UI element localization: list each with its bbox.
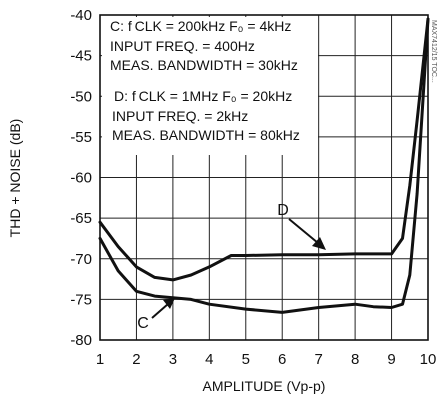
series-group (98, 17, 430, 314)
pointer-arrowhead-d (312, 237, 326, 250)
x-tick-label: 6 (278, 351, 286, 368)
pointer-arrowhead-c (163, 298, 175, 309)
watermark-text: MAX7412/15 TOC... (430, 20, 437, 83)
x-tick-labels: 1 2 3 4 5 6 7 8 9 10 (96, 351, 437, 368)
annotation-line: INPUT FREQ. = 2kHz (112, 108, 248, 124)
x-tick-label: 3 (169, 351, 177, 368)
x-tick-label: 7 (314, 351, 322, 368)
annotation-line: MEAS. BANDWIDTH = 30kHz (110, 57, 298, 73)
x-tick-label: 9 (387, 351, 395, 368)
plot-frame (99, 14, 429, 341)
pointer-line-d (288, 218, 319, 244)
annotation-line: D: f CLK = 1MHz F₀ = 20kHz (114, 88, 292, 104)
y-tick-label: -45 (70, 48, 92, 65)
plot-border (99, 14, 429, 341)
x-tick-label: 4 (205, 351, 213, 368)
x-tick-label: 2 (132, 351, 140, 368)
y-tick-label: -55 (70, 129, 92, 146)
y-tick-labels: -80 -75 -70 -65 -60 -55 -50 -45 -40 (70, 7, 92, 349)
y-tick-label: -60 (70, 170, 92, 187)
annotation-background (102, 17, 318, 155)
pointer-line-c (151, 303, 169, 319)
curve-label-c: C (137, 315, 149, 332)
y-axis-label: THD + NOISE (dB) (7, 119, 23, 238)
x-tick-label: 8 (351, 351, 359, 368)
x-tick-label: 1 (96, 351, 104, 368)
annotation-block: C: f CLK = 200kHz F₀ = 4kHz INPUT FREQ. =… (110, 18, 300, 143)
y-tick-label: -70 (70, 251, 92, 268)
x-tick-label: 5 (242, 351, 250, 368)
curve-pointers: DC (137, 202, 326, 332)
y-tick-label: -65 (70, 210, 92, 227)
y-tick-label: -80 (70, 332, 92, 349)
curve-label-d: D (277, 202, 289, 219)
y-tick-label: -40 (70, 7, 92, 24)
y-tick-label: -50 (70, 88, 92, 105)
annotation-line: INPUT FREQ. = 400Hz (110, 38, 255, 54)
annotation-line: MEAS. BANDWIDTH = 80kHz (112, 127, 300, 143)
x-axis-label: AMPLITUDE (Vp-p) (203, 378, 326, 394)
y-tick-label: -75 (70, 291, 92, 308)
x-tick-label: 10 (420, 351, 437, 368)
annotation-line: C: f CLK = 200kHz F₀ = 4kHz (110, 18, 291, 34)
series-line-d (98, 17, 430, 282)
series-line-c (98, 17, 430, 314)
